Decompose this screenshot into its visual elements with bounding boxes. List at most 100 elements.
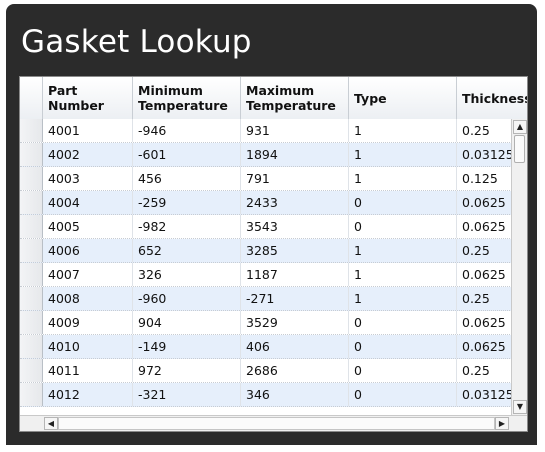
- cell-thickness[interactable]: 0.0625: [457, 215, 527, 238]
- cell-type[interactable]: 0: [349, 311, 457, 334]
- cell-minimum-temperature[interactable]: 326: [133, 263, 241, 286]
- cell-type[interactable]: 1: [349, 239, 457, 262]
- vertical-scrollbar[interactable]: ▲ ▼: [511, 119, 527, 415]
- cell-thickness[interactable]: 0.0625: [457, 311, 527, 334]
- cell-part-number[interactable]: 4008: [43, 287, 133, 310]
- cell-part-number[interactable]: 4012: [43, 383, 133, 406]
- cell-maximum-temperature[interactable]: 3543: [241, 215, 349, 238]
- vertical-scroll-thumb[interactable]: [514, 135, 525, 163]
- row-header[interactable]: [20, 191, 43, 214]
- cell-type[interactable]: 0: [349, 191, 457, 214]
- column-header-thickness[interactable]: Thickness: [462, 90, 528, 106]
- table-row[interactable]: 4005 -982 3543 0 0.0625: [20, 215, 527, 239]
- cell-minimum-temperature[interactable]: 904: [133, 311, 241, 334]
- cell-minimum-temperature[interactable]: 456: [133, 167, 241, 190]
- cell-maximum-temperature[interactable]: -271: [241, 287, 349, 310]
- row-header[interactable]: [20, 167, 43, 190]
- cell-thickness[interactable]: 0.125: [457, 167, 527, 190]
- cell-maximum-temperature[interactable]: 2686: [241, 359, 349, 382]
- row-header[interactable]: [20, 311, 43, 334]
- table-row[interactable]: 4009 904 3529 0 0.0625: [20, 311, 527, 335]
- table-row[interactable]: 4011 972 2686 0 0.25: [20, 359, 527, 383]
- column-header-maximum-temperature[interactable]: Maximum Temperature: [241, 77, 349, 119]
- cell-part-number[interactable]: 4010: [43, 335, 133, 358]
- cell-maximum-temperature[interactable]: 346: [241, 383, 349, 406]
- row-header[interactable]: [20, 335, 43, 358]
- row-header[interactable]: [20, 239, 43, 262]
- cell-minimum-temperature[interactable]: -149: [133, 335, 241, 358]
- cell-part-number[interactable]: 4002: [43, 143, 133, 166]
- cell-maximum-temperature[interactable]: 791: [241, 167, 349, 190]
- table-row[interactable]: 4006 652 3285 1 0.25: [20, 239, 527, 263]
- cell-thickness[interactable]: 0.25: [457, 119, 527, 142]
- table-row[interactable]: 4002 -601 1894 1 0.03125: [20, 143, 527, 167]
- cell-part-number[interactable]: 4004: [43, 191, 133, 214]
- row-header[interactable]: [20, 359, 43, 382]
- cell-type[interactable]: 0: [349, 383, 457, 406]
- cell-minimum-temperature[interactable]: -601: [133, 143, 241, 166]
- scroll-right-icon[interactable]: ▶: [495, 417, 509, 430]
- table-row[interactable]: 4001 -946 931 1 0.25: [20, 119, 527, 143]
- table-row[interactable]: 4008 -960 -271 1 0.25: [20, 287, 527, 311]
- row-header[interactable]: [20, 263, 43, 286]
- row-header[interactable]: [20, 215, 43, 238]
- horizontal-scrollbar[interactable]: ◀ ▶: [43, 415, 511, 431]
- cell-part-number[interactable]: 4009: [43, 311, 133, 334]
- cell-minimum-temperature[interactable]: -946: [133, 119, 241, 142]
- cell-minimum-temperature[interactable]: -982: [133, 215, 241, 238]
- row-header[interactable]: [20, 119, 43, 142]
- table-row[interactable]: 4007 326 1187 1 0.0625: [20, 263, 527, 287]
- table-row[interactable]: 4010 -149 406 0 0.0625: [20, 335, 527, 359]
- row-header[interactable]: [20, 143, 43, 166]
- scroll-down-icon[interactable]: ▼: [513, 400, 527, 414]
- row-header[interactable]: [20, 287, 43, 310]
- cell-minimum-temperature[interactable]: -321: [133, 383, 241, 406]
- cell-type[interactable]: 0: [349, 335, 457, 358]
- cell-thickness[interactable]: 0.0625: [457, 335, 527, 358]
- cell-part-number[interactable]: 4001: [43, 119, 133, 142]
- cell-part-number[interactable]: 4007: [43, 263, 133, 286]
- cell-type[interactable]: 0: [349, 215, 457, 238]
- cell-maximum-temperature[interactable]: 3529: [241, 311, 349, 334]
- grid-header: Part Number Minimum Temperature Maximum …: [20, 77, 528, 120]
- scroll-left-icon[interactable]: ◀: [44, 417, 58, 430]
- cell-maximum-temperature[interactable]: 1187: [241, 263, 349, 286]
- cell-maximum-temperature[interactable]: 1894: [241, 143, 349, 166]
- cell-minimum-temperature[interactable]: 652: [133, 239, 241, 262]
- table-row[interactable]: 4004 -259 2433 0 0.0625: [20, 191, 527, 215]
- column-header-minimum-temperature[interactable]: Minimum Temperature: [133, 77, 241, 119]
- cell-thickness[interactable]: 0.25: [457, 359, 527, 382]
- row-header[interactable]: [20, 383, 43, 406]
- column-header-type[interactable]: Type: [349, 77, 457, 119]
- cell-type[interactable]: 1: [349, 167, 457, 190]
- cell-type[interactable]: 1: [349, 119, 457, 142]
- cell-part-number[interactable]: 4011: [43, 359, 133, 382]
- cell-maximum-temperature[interactable]: 931: [241, 119, 349, 142]
- table-row[interactable]: 4012 -321 346 0 0.03125: [20, 383, 527, 407]
- cell-minimum-temperature[interactable]: 972: [133, 359, 241, 382]
- cell-thickness[interactable]: 0.25: [457, 239, 527, 262]
- cell-part-number[interactable]: 4006: [43, 239, 133, 262]
- cell-type[interactable]: 1: [349, 143, 457, 166]
- cell-part-number[interactable]: 4003: [43, 167, 133, 190]
- cell-minimum-temperature[interactable]: -259: [133, 191, 241, 214]
- table-row[interactable]: 4003 456 791 1 0.125: [20, 167, 527, 191]
- cell-type[interactable]: 1: [349, 263, 457, 286]
- cell-maximum-temperature[interactable]: 2433: [241, 191, 349, 214]
- gasket-lookup-window: Gasket Lookup Part Number Minimum Temper…: [6, 4, 537, 445]
- gasket-data-grid[interactable]: Part Number Minimum Temperature Maximum …: [19, 76, 528, 432]
- cell-type[interactable]: 1: [349, 287, 457, 310]
- horizontal-scroll-thumb[interactable]: [58, 417, 495, 430]
- scroll-up-icon[interactable]: ▲: [513, 120, 527, 134]
- cell-thickness[interactable]: 0.03125: [457, 383, 527, 406]
- cell-thickness[interactable]: 0.0625: [457, 263, 527, 286]
- column-header-part-number[interactable]: Part Number: [43, 77, 133, 119]
- cell-maximum-temperature[interactable]: 3285: [241, 239, 349, 262]
- cell-thickness[interactable]: 0.0625: [457, 191, 527, 214]
- cell-minimum-temperature[interactable]: -960: [133, 287, 241, 310]
- cell-thickness[interactable]: 0.25: [457, 287, 527, 310]
- cell-maximum-temperature[interactable]: 406: [241, 335, 349, 358]
- cell-part-number[interactable]: 4005: [43, 215, 133, 238]
- cell-type[interactable]: 0: [349, 359, 457, 382]
- cell-thickness[interactable]: 0.03125: [457, 143, 527, 166]
